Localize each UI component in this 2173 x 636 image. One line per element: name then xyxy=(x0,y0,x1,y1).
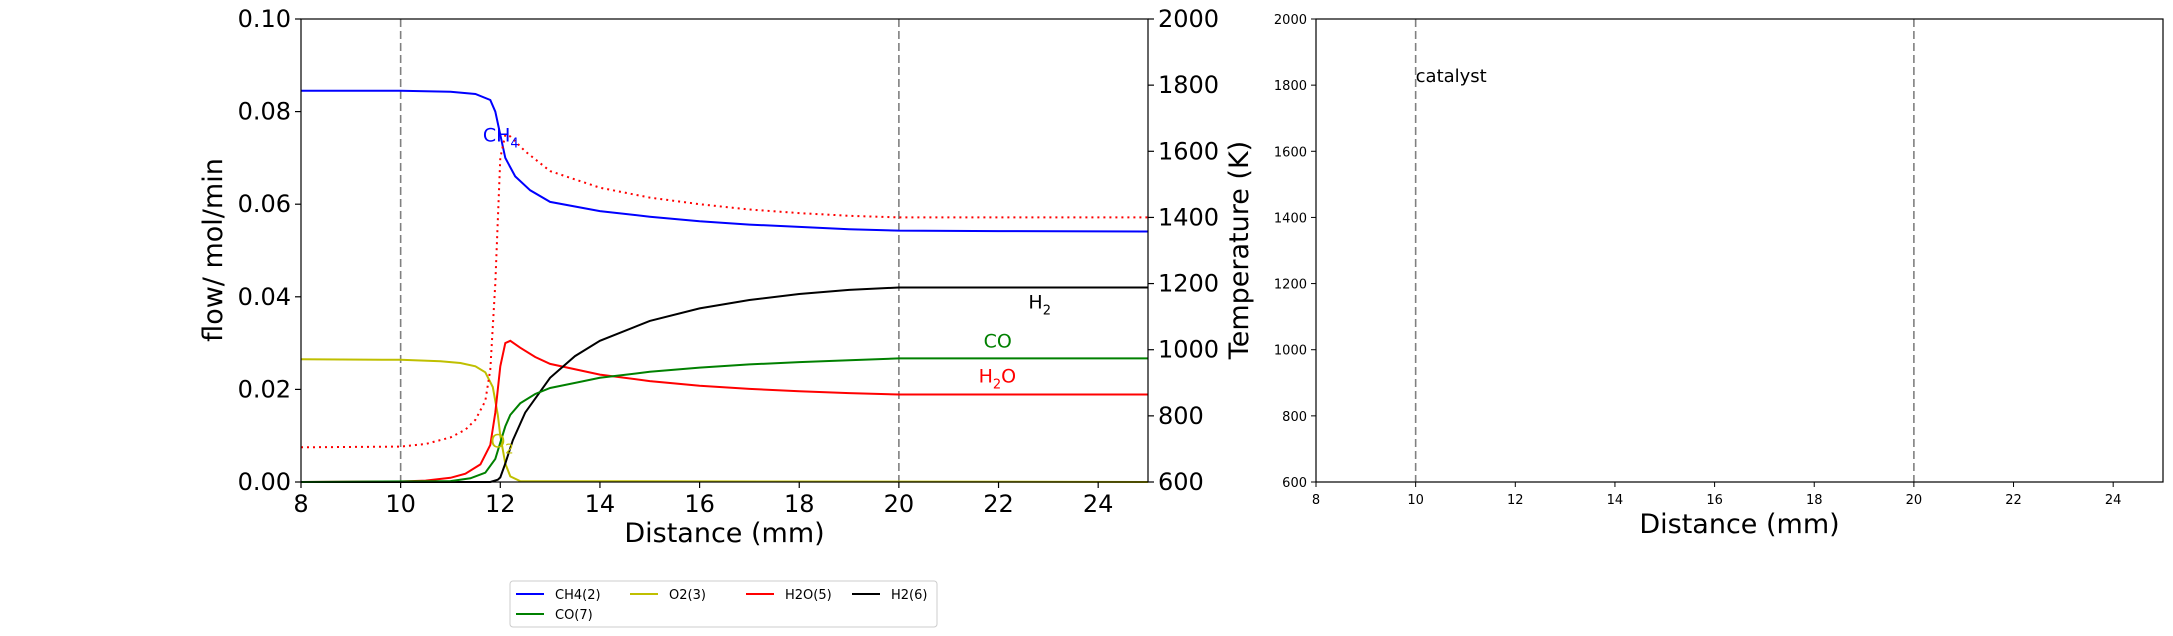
legend-label: O2(3) xyxy=(669,588,706,603)
plot-frame xyxy=(300,18,1149,483)
x-tick-label: 10 xyxy=(385,490,416,518)
annotation-text: H xyxy=(1028,291,1042,313)
y2-tick-label: 1400 xyxy=(1158,203,1219,231)
x-tick-label: 22 xyxy=(2005,493,2022,508)
x-tick-label: 18 xyxy=(784,490,815,518)
y-tick-label: 0.02 xyxy=(238,375,291,403)
catalyst-label: catalyst xyxy=(1416,66,1487,87)
y-tick-label: 0.00 xyxy=(238,468,291,496)
annotation-subscript: 2 xyxy=(505,442,513,457)
series-line-2 xyxy=(300,339,1148,483)
y-tick-label: 1000 xyxy=(1274,344,1307,359)
x-tick-label: 16 xyxy=(684,490,715,518)
series-annotation: CO xyxy=(984,331,1012,353)
series-line-0 xyxy=(301,89,1149,233)
x-tick-label: 24 xyxy=(2105,493,2122,508)
series-annotation: CH4 xyxy=(483,125,519,152)
legend-label: H2(6) xyxy=(891,588,927,603)
y-tick-label: 1600 xyxy=(1274,145,1307,160)
x-tick-label: 8 xyxy=(1312,493,1320,508)
annotation-text: CH xyxy=(483,125,511,147)
y-axis-label: flow/ mol/min xyxy=(198,158,229,342)
series-annotation: H2O xyxy=(979,365,1017,392)
y-tick-label: 1200 xyxy=(1274,278,1307,293)
annotation-text: H xyxy=(979,365,993,387)
x-tick-label: 16 xyxy=(1706,493,1723,508)
annotation-text: O xyxy=(490,430,505,452)
x-axis-label: Distance (mm) xyxy=(624,518,824,549)
series-annotation: H2 xyxy=(1028,291,1051,318)
annotation-text: CO xyxy=(984,331,1012,353)
y-tick-label: 0.10 xyxy=(238,5,291,33)
temperature-chart: catalyst 8 10 12 14 16 18 20 22 24 600 800 1000 1200 1… xyxy=(1274,13,2164,540)
series-line-1 xyxy=(300,358,1149,483)
legend-label: CH4(2) xyxy=(555,588,601,603)
series-annotation: O2 xyxy=(490,430,513,457)
y2-tick-label: 1800 xyxy=(1158,71,1219,99)
x-tick-label: 14 xyxy=(1607,493,1624,508)
legend-label: H2O(5) xyxy=(785,588,832,603)
y2-tick-label: 2000 xyxy=(1158,5,1219,33)
y2-tick-label: 1600 xyxy=(1158,137,1219,165)
x-tick-label: 20 xyxy=(1906,493,1923,508)
y2-tick-label: 600 xyxy=(1158,468,1204,496)
x-tick-label: 22 xyxy=(983,490,1014,518)
y-tick-label: 1800 xyxy=(1274,79,1307,94)
annotation-subscript: 2 xyxy=(993,377,1001,392)
x-tick-label: 12 xyxy=(1507,493,1524,508)
temperature-line xyxy=(300,133,1148,449)
y-tick-label: 0.04 xyxy=(238,283,291,311)
y2-axis-label: Temperature (K) xyxy=(1224,141,1255,360)
y-tick-label: 800 xyxy=(1282,410,1307,425)
y2-tick-label: 1000 xyxy=(1158,336,1219,364)
annotation-subscript: 4 xyxy=(510,137,518,152)
y-tick-label: 600 xyxy=(1282,476,1307,491)
y-tick-label: 1400 xyxy=(1274,211,1307,226)
y2-tick-label: 1200 xyxy=(1158,270,1219,298)
y-tick-label: 0.08 xyxy=(238,98,291,126)
series-line-4 xyxy=(300,357,1148,483)
series-line-3 xyxy=(301,286,1148,483)
x-tick-label: 10 xyxy=(1407,493,1424,508)
y-tick-label: 0.06 xyxy=(238,190,291,218)
legend: CH4(2) O2(3) H2O(5) H2(6) CO(7) xyxy=(509,580,938,628)
plot-frame xyxy=(1315,18,2164,483)
x-tick-label: 24 xyxy=(1083,490,1114,518)
x-tick-label: 8 xyxy=(293,490,308,518)
y2-tick-label: 800 xyxy=(1158,402,1204,430)
legend-box xyxy=(509,580,938,628)
y-tick-label: 2000 xyxy=(1274,13,1307,28)
annotation-text: O xyxy=(1001,365,1016,387)
x-tick-label: 14 xyxy=(585,490,616,518)
x-tick-label: 12 xyxy=(485,490,516,518)
x-tick-label: 20 xyxy=(884,490,915,518)
annotation-subscript: 2 xyxy=(1043,303,1051,318)
legend-label: CO(7) xyxy=(555,608,593,623)
x-tick-label: 18 xyxy=(1806,493,1823,508)
x-axis-label: Distance (mm) xyxy=(1639,509,1839,540)
